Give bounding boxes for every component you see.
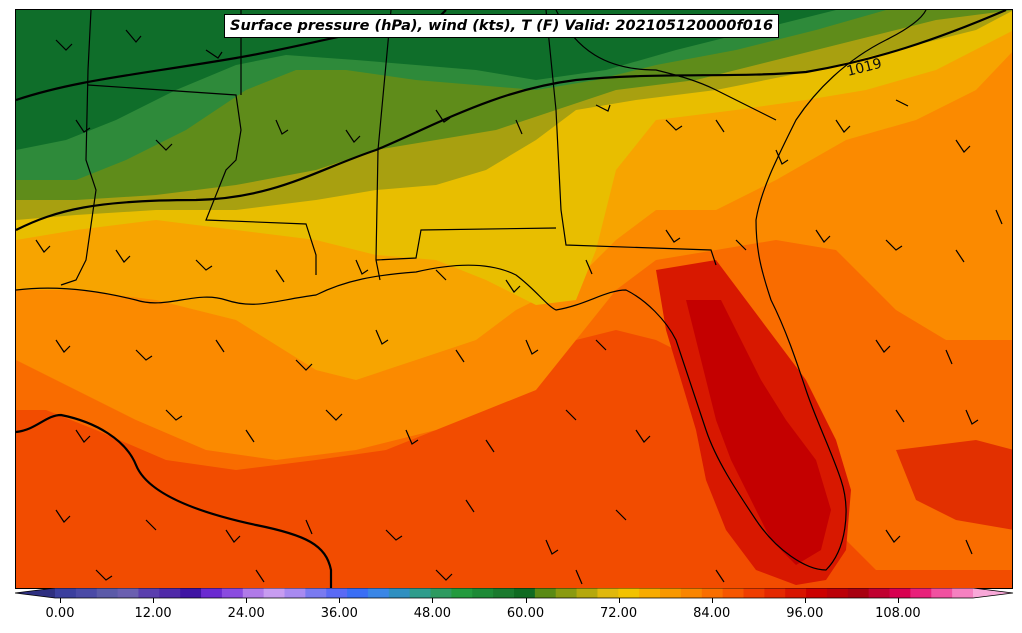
colorbar-tick-label: 60.00 xyxy=(506,606,545,621)
colorbar-tick-label: 108.00 xyxy=(875,606,921,621)
colorbar-tick-label: 48.00 xyxy=(413,606,451,621)
colorbar-swatch xyxy=(952,588,974,598)
colorbar-swatch xyxy=(931,588,953,598)
colorbar-tick-label: 36.00 xyxy=(320,606,358,621)
colorbar-swatch xyxy=(701,588,724,598)
wind-barbs xyxy=(35,29,1003,585)
colorbar-swatch xyxy=(180,588,202,598)
colorbar-swatch xyxy=(75,588,98,598)
colorbar-tick-label: 12.00 xyxy=(134,606,172,621)
isobar-line xyxy=(16,413,333,588)
colorbar-swatch xyxy=(826,588,849,598)
colorbar-swatch xyxy=(555,588,578,598)
colorbar-swatch xyxy=(201,588,223,598)
colorbar-swatch xyxy=(597,588,619,598)
colorbar-swatch xyxy=(534,588,557,598)
colorbar-tick-mark xyxy=(153,598,155,603)
temperature-field: 1019 xyxy=(16,10,1012,588)
colorbar-swatch xyxy=(576,588,598,598)
colorbar-swatch xyxy=(430,588,452,598)
colorbar-extend-low xyxy=(15,588,55,598)
colorbar-swatch xyxy=(96,588,119,598)
colorbar-tick-label: 96.00 xyxy=(786,606,824,621)
map-title: Surface pressure (hPa), wind (kts), T (F… xyxy=(224,14,780,38)
colorbar-swatch xyxy=(138,588,160,598)
colorbar-swatch xyxy=(472,588,494,598)
temp-fill-hot-east xyxy=(896,440,1012,530)
temp-fill-dark-green xyxy=(16,10,836,150)
colorbar-tick-mark xyxy=(804,598,806,603)
colorbar-swatch xyxy=(722,588,744,598)
colorbar-swatch xyxy=(680,588,703,598)
colorbar-tick-mark xyxy=(432,598,434,603)
state-boundaries xyxy=(16,10,927,571)
colorbar-swatch xyxy=(409,588,432,598)
colorbar-swatch xyxy=(514,588,536,598)
colorbar-swatch xyxy=(618,588,640,598)
colorbar-swatch xyxy=(493,588,515,598)
colorbar-swatch xyxy=(263,588,285,598)
colorbar-swatch xyxy=(326,588,348,598)
colorbar-swatch xyxy=(806,588,828,598)
colorbar-swatch xyxy=(451,588,473,598)
colorbar-swatch xyxy=(367,588,390,598)
colorbar-tick-label: 84.00 xyxy=(693,606,731,621)
colorbar-swatch xyxy=(910,588,932,598)
colorbar-tick-mark xyxy=(897,598,899,603)
colorbar-swatch xyxy=(221,588,244,598)
colorbar-swatch xyxy=(743,588,765,598)
colorbar-swatch xyxy=(764,588,786,598)
colorbar-tick-label: 0.00 xyxy=(45,606,75,621)
colorbar-extend-high xyxy=(973,588,1013,598)
temp-fill-deep-red xyxy=(686,300,831,565)
colorbar-swatch xyxy=(305,588,327,598)
weather-map: 1019 xyxy=(15,9,1013,589)
colorbar-swatch xyxy=(242,588,265,598)
colorbar-swatch xyxy=(55,588,77,598)
colorbar-swatch xyxy=(868,588,891,598)
colorbar-tick-mark xyxy=(246,598,248,603)
colorbar-tick-mark xyxy=(711,598,713,603)
colorbar-swatch xyxy=(785,588,807,598)
colorbar-swatch xyxy=(847,588,870,598)
colorbar-swatch xyxy=(639,588,661,598)
colorbar-tick-mark xyxy=(525,598,527,603)
colorbar xyxy=(15,588,1014,599)
colorbar-swatch xyxy=(388,588,411,598)
colorbar-tick-mark xyxy=(60,598,61,603)
colorbar-swatch xyxy=(117,588,139,598)
colorbar-tick-label: 72.00 xyxy=(599,606,638,621)
isobar-line xyxy=(16,10,1007,231)
colorbar-tick-mark xyxy=(339,598,341,603)
colorbar-swatch xyxy=(660,588,682,598)
colorbar-swatch xyxy=(159,588,181,598)
colorbar-swatch xyxy=(284,588,306,598)
colorbar-tick-mark xyxy=(618,598,620,603)
colorbar-tick-label: 24.00 xyxy=(227,606,265,621)
colorbar-swatch xyxy=(889,588,911,598)
colorbar-outline xyxy=(15,588,1014,599)
colorbar-swatch xyxy=(347,588,369,598)
